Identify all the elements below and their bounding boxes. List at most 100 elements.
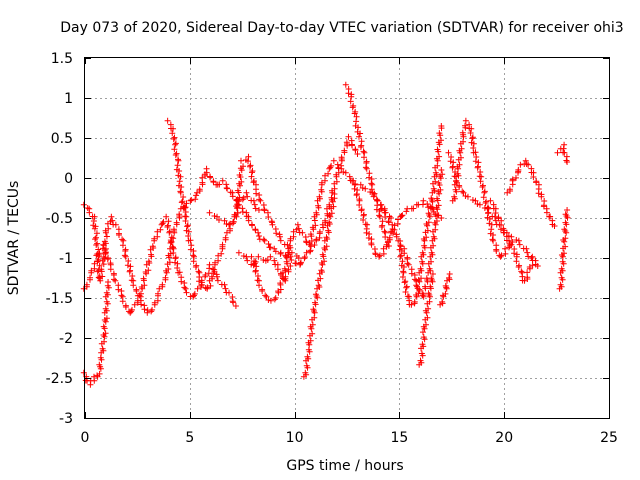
data-point xyxy=(176,178,183,185)
data-point xyxy=(366,174,373,181)
data-point xyxy=(313,209,320,216)
data-point xyxy=(287,235,294,242)
data-point xyxy=(184,222,191,229)
data-point xyxy=(119,242,126,249)
data-point xyxy=(424,314,431,321)
data-point xyxy=(403,283,410,290)
data-point xyxy=(126,268,133,275)
data-point xyxy=(363,165,370,172)
data-point xyxy=(326,219,333,226)
data-point xyxy=(439,171,446,178)
data-point xyxy=(187,246,194,253)
data-point xyxy=(399,274,406,280)
data-point xyxy=(462,193,469,199)
data-point xyxy=(360,217,367,223)
data-point xyxy=(107,266,114,273)
data-point xyxy=(430,233,437,240)
data-point xyxy=(376,213,383,220)
data-point xyxy=(176,168,183,174)
data-point xyxy=(405,261,412,268)
data-point xyxy=(299,229,306,236)
series-t17 xyxy=(504,157,558,229)
data-point xyxy=(236,172,243,179)
data-point xyxy=(554,149,561,156)
series-t18 xyxy=(487,197,541,284)
data-point xyxy=(382,214,389,220)
data-point xyxy=(419,258,426,265)
series-t1 xyxy=(80,133,361,316)
data-point xyxy=(456,161,463,168)
data-point xyxy=(479,184,486,190)
data-point xyxy=(380,250,387,257)
data-point xyxy=(420,197,427,204)
data-point xyxy=(430,242,437,249)
y-axis-label: SDTVAR / TECUs xyxy=(6,181,22,296)
data-point xyxy=(355,133,362,140)
data-point xyxy=(277,249,284,256)
data-point xyxy=(478,173,485,180)
data-point xyxy=(173,150,180,157)
data-point xyxy=(321,258,328,265)
data-point xyxy=(562,211,569,218)
data-point xyxy=(489,236,496,243)
data-point xyxy=(210,270,217,277)
data-point xyxy=(476,201,483,208)
data-point xyxy=(427,203,434,210)
data-point xyxy=(180,204,187,211)
data-point xyxy=(424,227,431,234)
data-point xyxy=(102,250,109,257)
data-point xyxy=(295,255,302,261)
data-point xyxy=(508,241,515,248)
data-point xyxy=(240,253,247,259)
data-point xyxy=(171,146,178,153)
data-point xyxy=(110,276,117,283)
data-point xyxy=(562,243,569,250)
data-point xyxy=(349,142,356,149)
data-point xyxy=(101,238,108,245)
data-point xyxy=(118,292,125,299)
data-point xyxy=(564,207,571,213)
data-point xyxy=(353,113,360,120)
data-point xyxy=(308,243,315,250)
data-point xyxy=(513,258,520,265)
data-point xyxy=(102,305,109,312)
data-point xyxy=(373,196,380,203)
y-tick-label: -0.5 xyxy=(46,211,73,227)
data-point xyxy=(154,228,161,235)
data-point xyxy=(417,357,424,364)
data-point xyxy=(170,235,177,242)
data-point xyxy=(247,162,254,169)
data-point xyxy=(327,164,334,171)
data-point xyxy=(226,221,233,228)
data-point xyxy=(460,189,467,196)
data-point xyxy=(428,258,435,265)
data-point xyxy=(177,173,184,180)
data-point xyxy=(224,185,231,192)
data-point xyxy=(141,306,148,313)
data-point xyxy=(140,275,147,282)
series-t2 xyxy=(80,279,112,388)
data-point xyxy=(558,274,565,281)
data-point xyxy=(357,130,364,137)
data-point xyxy=(256,282,263,289)
data-point xyxy=(175,269,182,276)
data-point xyxy=(467,130,474,136)
data-point xyxy=(151,299,158,306)
data-point xyxy=(265,214,272,220)
data-point xyxy=(223,229,230,236)
data-point xyxy=(178,278,185,285)
axis-ticks xyxy=(85,58,610,419)
data-point xyxy=(250,177,257,184)
series-t8 xyxy=(300,191,338,380)
data-point xyxy=(144,309,151,316)
data-point xyxy=(86,209,93,216)
data-point xyxy=(112,221,119,228)
data-point xyxy=(128,308,135,315)
data-point xyxy=(182,218,189,224)
data-point xyxy=(342,169,349,176)
data-point xyxy=(334,161,341,168)
data-point xyxy=(96,250,103,257)
data-point xyxy=(447,158,454,165)
data-point xyxy=(397,253,404,260)
data-point xyxy=(94,240,101,247)
